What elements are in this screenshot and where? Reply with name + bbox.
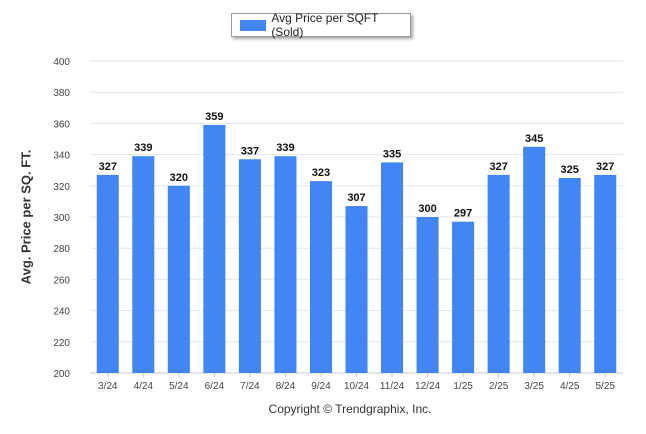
y-tick-label: 240 <box>53 307 70 318</box>
data-label: 339 <box>134 142 152 154</box>
data-label: 359 <box>205 111 223 123</box>
y-tick-label: 280 <box>53 244 70 255</box>
y-tick-label: 260 <box>53 275 70 286</box>
y-tick-label: 300 <box>53 213 70 224</box>
data-label: 335 <box>383 148 401 160</box>
x-tick-label: 4/25 <box>560 381 580 392</box>
y-tick-label: 360 <box>53 119 70 130</box>
data-label: 327 <box>99 161 117 173</box>
x-tick-label: 7/24 <box>240 381 260 392</box>
data-label: 337 <box>241 145 259 157</box>
bar <box>523 146 546 373</box>
legend-swatch <box>240 19 267 31</box>
y-tick-label: 220 <box>53 338 70 349</box>
legend: Avg Price per SQFT (Sold) <box>231 11 411 39</box>
bar <box>452 221 475 373</box>
x-tick-label: 1/25 <box>453 381 473 392</box>
bar <box>167 185 190 373</box>
x-tick-label: 8/24 <box>276 381 296 392</box>
bar <box>594 174 617 373</box>
data-label: 300 <box>418 203 436 215</box>
x-tick-label: 6/24 <box>205 381 225 392</box>
bar <box>203 124 226 374</box>
bar <box>238 159 261 373</box>
bar <box>274 156 297 373</box>
bar <box>487 174 510 373</box>
data-label: 325 <box>561 164 579 176</box>
bar <box>345 206 368 373</box>
bar <box>416 217 439 373</box>
y-tick-label: 340 <box>53 151 70 162</box>
data-label: 297 <box>454 208 472 220</box>
data-label: 323 <box>312 167 330 179</box>
bar <box>132 156 155 373</box>
x-tick-label: 11/24 <box>380 381 405 392</box>
y-tick-label: 380 <box>53 88 70 99</box>
data-label: 327 <box>596 161 614 173</box>
data-label: 339 <box>276 142 294 154</box>
x-tick-label: 12/24 <box>415 381 440 392</box>
data-label: 327 <box>489 161 507 173</box>
bar <box>381 162 404 373</box>
x-tick-label: 4/24 <box>134 381 154 392</box>
y-tick-label: 320 <box>53 182 70 193</box>
bar <box>558 178 581 373</box>
legend-label: Avg Price per SQFT (Sold) <box>271 11 379 39</box>
bar <box>96 174 119 373</box>
copyright-text: Copyright © Trendgraphix, Inc. <box>268 402 432 416</box>
x-tick-label: 5/25 <box>595 381 615 392</box>
x-tick-label: 5/24 <box>169 381 189 392</box>
y-tick-label: 200 <box>53 369 70 380</box>
data-label: 345 <box>525 133 543 145</box>
y-tick-label: 400 <box>53 57 70 68</box>
x-tick-label: 9/24 <box>311 381 331 392</box>
bar <box>309 181 332 373</box>
x-tick-label: 10/24 <box>344 381 369 392</box>
x-tick-label: 2/25 <box>489 381 509 392</box>
data-label: 320 <box>170 172 188 184</box>
x-tick-label: 3/24 <box>98 381 118 392</box>
x-tick-label: 3/25 <box>524 381 544 392</box>
data-label: 307 <box>347 192 365 204</box>
